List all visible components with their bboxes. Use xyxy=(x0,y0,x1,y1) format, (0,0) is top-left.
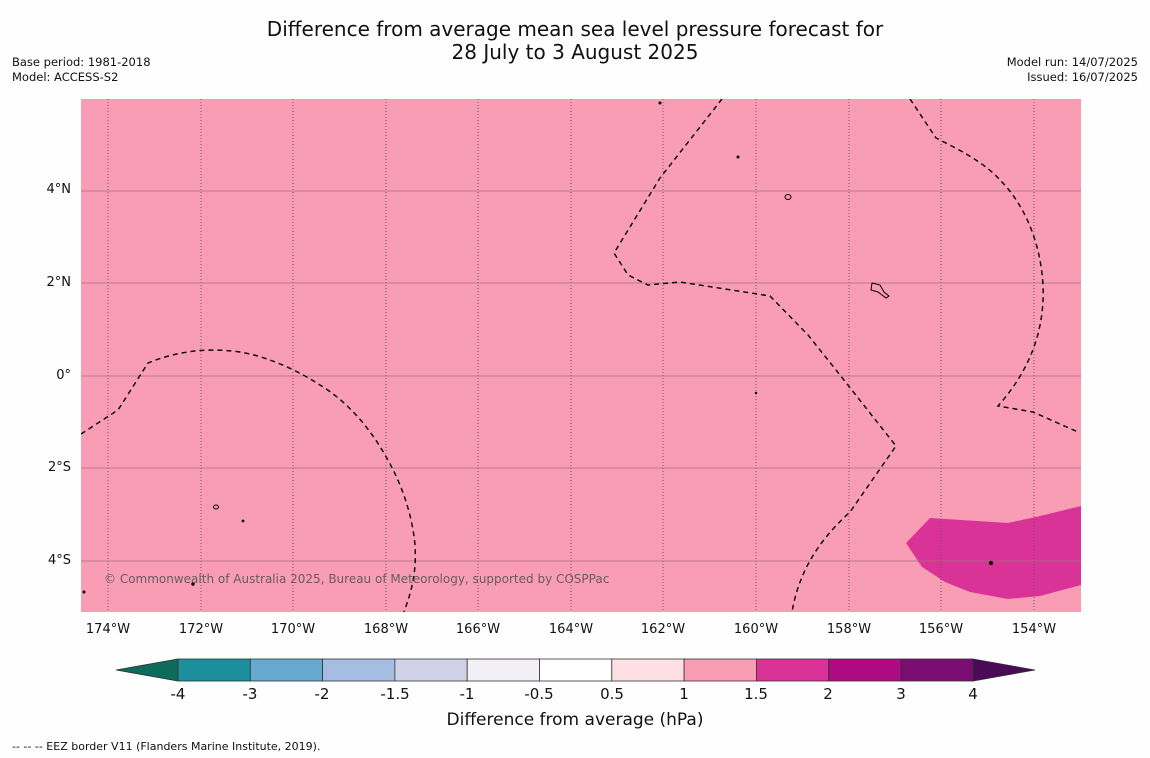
colorbar-tick: 0.5 xyxy=(600,685,624,703)
anomaly-patch xyxy=(906,506,1081,599)
graticule-latitudes xyxy=(81,190,1081,562)
lat-label: 2°N xyxy=(46,275,72,290)
lon-label: 160°W xyxy=(733,622,779,637)
colorbar-extend-high xyxy=(972,658,1036,682)
lon-label: 174°W xyxy=(85,622,131,637)
lon-label: 162°W xyxy=(640,622,686,637)
lon-label: 154°W xyxy=(1011,622,1057,637)
lon-label: 164°W xyxy=(548,622,594,637)
colorbar-segment xyxy=(177,658,251,682)
meta-left: Base period: 1981-2018 Model: ACCESS-S2 xyxy=(12,55,151,85)
colorbar-tick: -4 xyxy=(170,685,186,703)
copyright-notice: © Commonwealth of Australia 2025, Bureau… xyxy=(104,572,610,586)
lon-label: 156°W xyxy=(918,622,964,637)
base-period: Base period: 1981-2018 xyxy=(12,55,151,69)
title-line-1: Difference from average mean sea level p… xyxy=(266,17,884,41)
model-name: Model: ACCESS-S2 xyxy=(12,70,119,84)
lon-label: 172°W xyxy=(178,622,224,637)
colorbar-tick: -2 xyxy=(314,685,330,703)
colorbar-segment xyxy=(539,658,613,682)
colorbar-tick: 4 xyxy=(968,685,978,703)
lat-label: 4°N xyxy=(46,182,72,197)
meta-right: Model run: 14/07/2025 Issued: 16/07/2025 xyxy=(1007,55,1138,85)
colorbar-tick: 3 xyxy=(896,685,906,703)
eez-borders xyxy=(81,99,1079,612)
lon-label: 166°W xyxy=(455,622,501,637)
lon-label: 170°W xyxy=(270,622,316,637)
colorbar-segment xyxy=(900,658,974,682)
chart-title: Difference from average mean sea level p… xyxy=(0,18,1150,64)
colorbar-tick: -0.5 xyxy=(524,685,554,703)
colorbar-segment xyxy=(249,658,324,682)
colorbar-tick: -1.5 xyxy=(380,685,410,703)
lat-label: 2°S xyxy=(47,460,71,475)
lat-label: 4°S xyxy=(47,553,71,568)
colorbar-extend-low xyxy=(115,658,179,682)
colorbar xyxy=(115,658,1036,682)
lon-label: 158°W xyxy=(826,622,872,637)
colorbar-label: Difference from average (hPa) xyxy=(446,710,704,730)
issued-date: Issued: 16/07/2025 xyxy=(1027,70,1138,84)
eez-footnote: -- -- -- EEZ border V11 (Flanders Marine… xyxy=(12,740,321,753)
colorbar-segment xyxy=(683,658,757,682)
colorbar-segment xyxy=(466,658,540,682)
colorbar-tick: -1 xyxy=(459,685,475,703)
colorbar-tick: 1.5 xyxy=(744,685,768,703)
colorbar-tick: 2 xyxy=(823,685,833,703)
colorbar-segment xyxy=(611,658,685,682)
colorbar-tick: 1 xyxy=(679,685,689,703)
lon-label: 168°W xyxy=(363,622,409,637)
colorbar-tick: -3 xyxy=(242,685,258,703)
colorbar-segment xyxy=(394,658,468,682)
title-line-2: 28 July to 3 August 2025 xyxy=(451,40,699,64)
map-background xyxy=(81,99,1081,612)
colorbar-segment xyxy=(756,658,830,682)
lat-label: 0° xyxy=(56,368,71,383)
colorbar-segment xyxy=(828,658,902,682)
model-run: Model run: 14/07/2025 xyxy=(1006,55,1138,69)
colorbar-segment xyxy=(322,658,396,682)
islands xyxy=(82,101,994,594)
